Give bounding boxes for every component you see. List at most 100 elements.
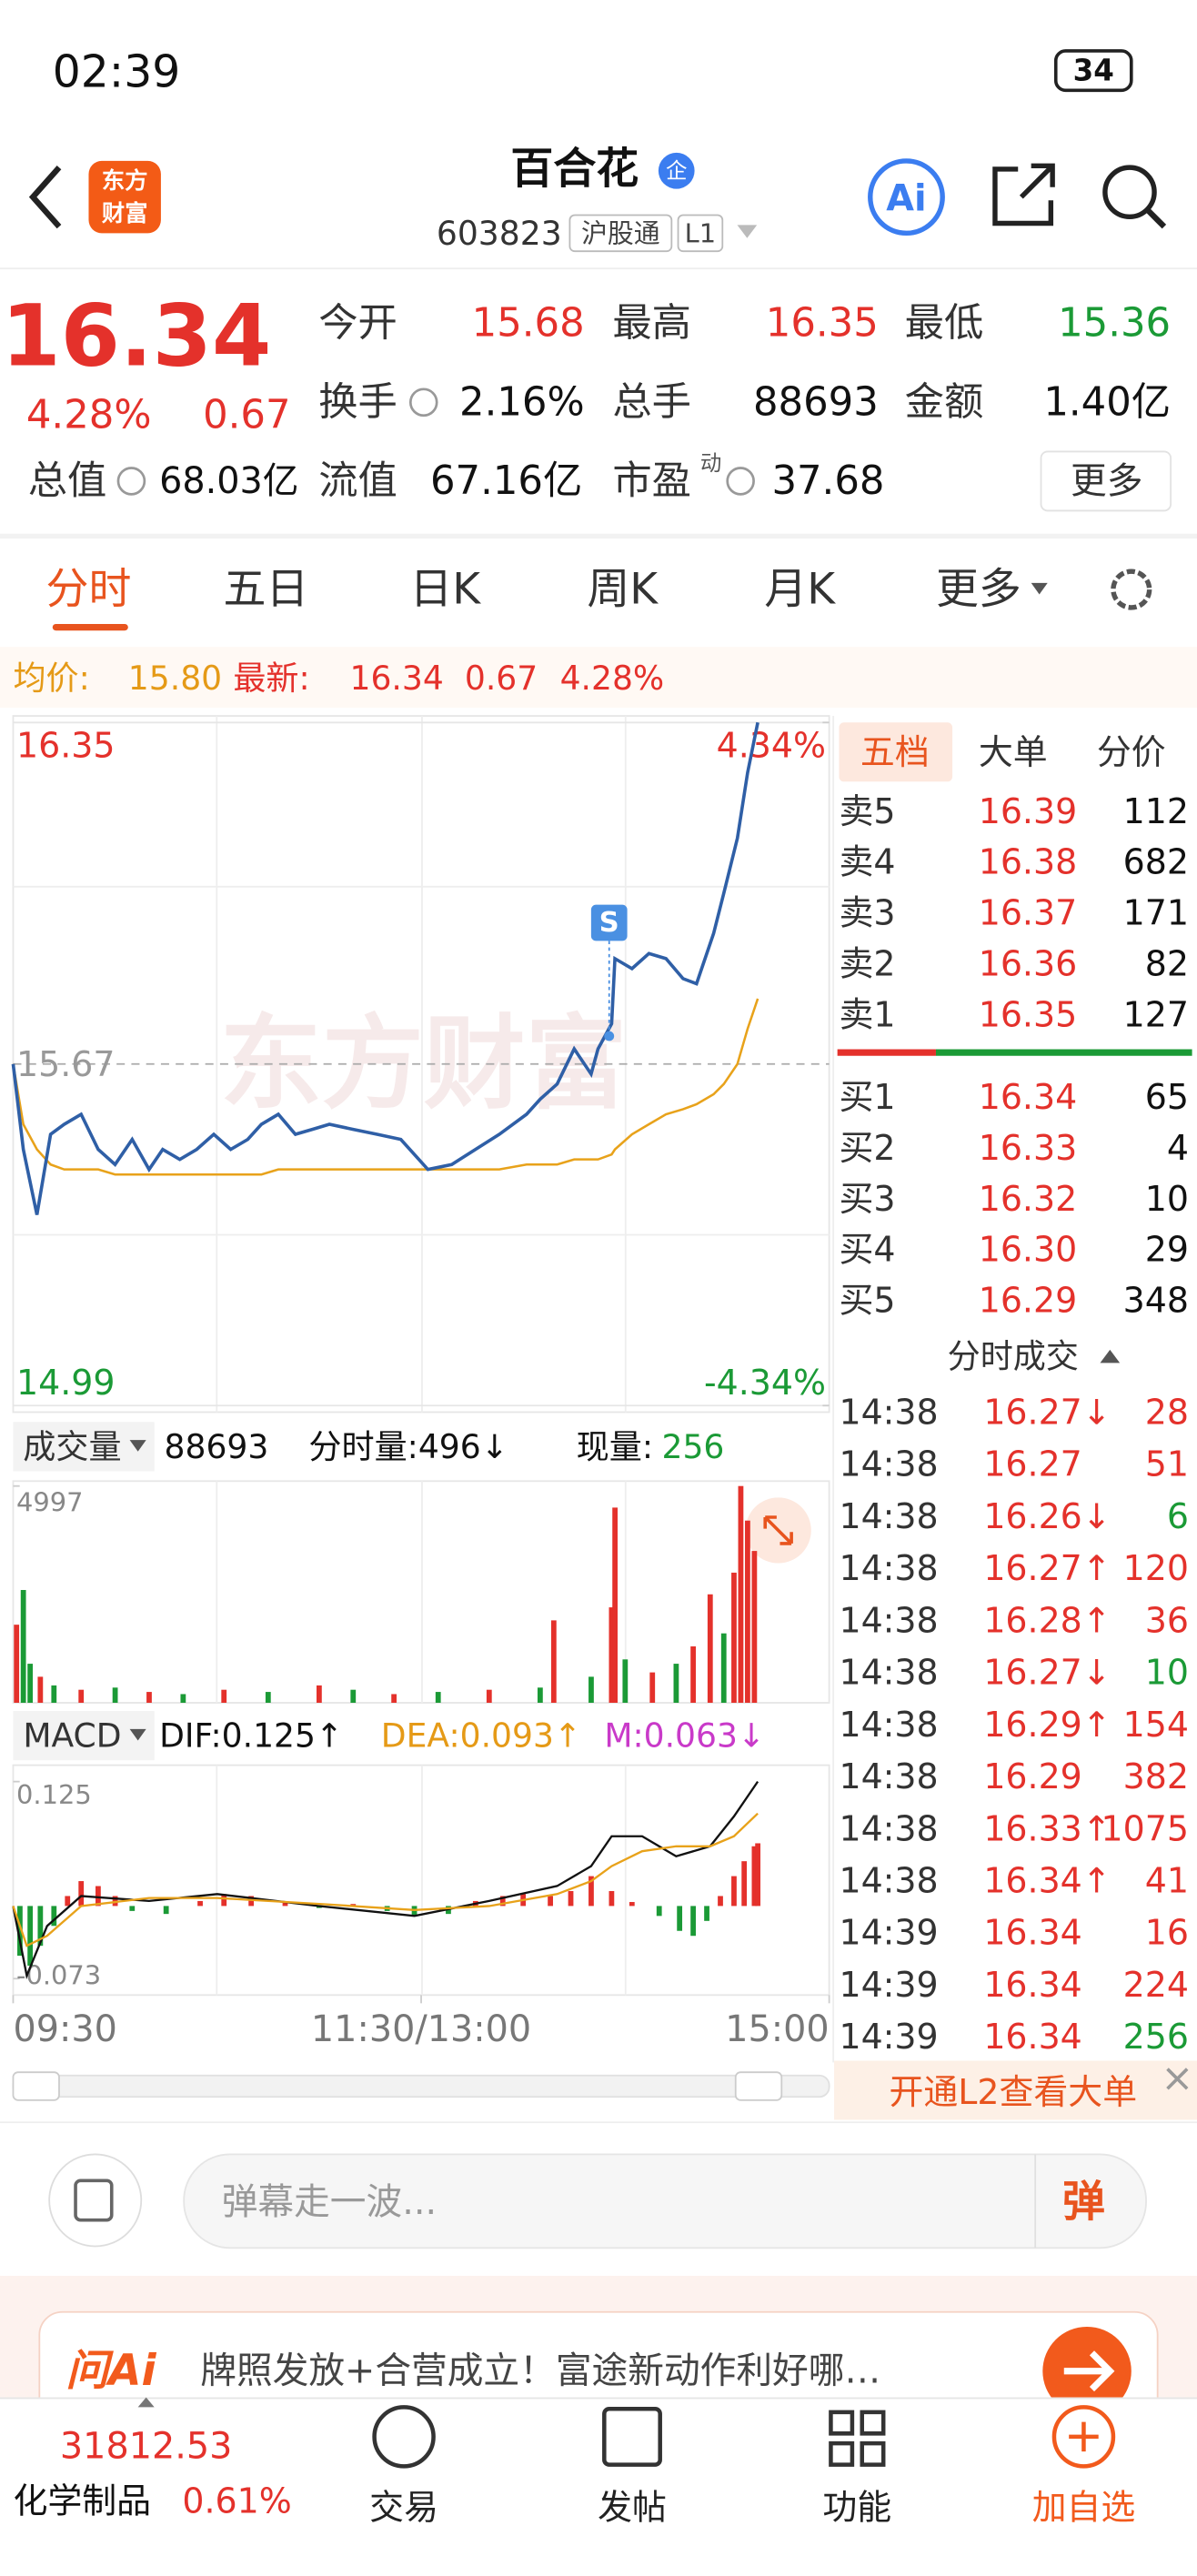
macd-line: [12, 1780, 759, 1980]
nav-item[interactable]: 发帖: [598, 2488, 667, 2528]
latest-change-percent: 4.28%: [560, 659, 665, 698]
more-button[interactable]: [1040, 450, 1172, 512]
tab[interactable]: 更多: [936, 565, 1021, 615]
book-label: 卖2: [839, 944, 895, 984]
function-icon[interactable]: [829, 2410, 886, 2467]
x-tick-label: 11:30/13:00: [311, 2008, 531, 2050]
book-label: 买1: [839, 1077, 895, 1117]
field-value: 2.16%: [459, 379, 585, 425]
macd-bar: [568, 1890, 574, 1907]
add-icon[interactable]: [1051, 2405, 1116, 2469]
y-tick-label: 4997: [16, 1487, 83, 1518]
volume-bar: [622, 1659, 629, 1703]
close-banner[interactable]: [1166, 2068, 1189, 2090]
trade-icon[interactable]: [372, 2405, 436, 2469]
logo[interactable]: [88, 160, 161, 234]
book-price: 16.39: [979, 791, 1077, 831]
macd-bar: [677, 1906, 683, 1931]
comment-icon[interactable]: [48, 2153, 143, 2248]
post-icon[interactable]: [602, 2406, 662, 2467]
danmaku-button[interactable]: 弹: [1062, 2177, 1105, 2227]
scrollbar[interactable]: [12, 2074, 830, 2098]
comment-glyph: [74, 2179, 114, 2222]
book-volume: 348: [1123, 1281, 1189, 1321]
field-label: 流值: [318, 458, 397, 504]
book-price: 16.32: [979, 1179, 1077, 1219]
field-label: 换手: [318, 379, 397, 425]
volume-bar: [745, 1520, 750, 1703]
tab[interactable]: 月K: [764, 565, 836, 615]
field-label: 总手: [612, 379, 691, 425]
macd-bar: [755, 1843, 761, 1907]
l2-banner-text[interactable]: 开通L2查看大单: [890, 2072, 1138, 2112]
nav-item[interactable]: 功能: [822, 2488, 891, 2528]
scroll-handle[interactable]: [12, 2071, 60, 2101]
trade-price: 16.27: [983, 1444, 1081, 1484]
tab[interactable]: 周K: [587, 565, 659, 615]
divider: [0, 2397, 1197, 2400]
nav-item[interactable]: 加自选: [1032, 2488, 1136, 2528]
trade-time: 14:38: [839, 1860, 938, 1900]
search-button[interactable]: [1102, 165, 1157, 219]
battery-level: 34: [1073, 54, 1114, 88]
macd-dea: DEA:0.093↑: [381, 1716, 581, 1756]
volume-bar: [78, 1689, 85, 1703]
more-button[interactable]: 更多: [1071, 460, 1142, 502]
trade-time: 14:38: [839, 1705, 938, 1745]
ai-button[interactable]: [868, 158, 945, 236]
volume-bar: [14, 1625, 20, 1703]
nav-item[interactable]: 交易: [369, 2488, 438, 2528]
stock-name: 百合花: [510, 144, 639, 194]
field-label: 金额: [905, 379, 984, 425]
book-tab[interactable]: 五档: [860, 732, 930, 772]
field-value: 37.68: [771, 458, 884, 504]
scroll-handle[interactable]: [734, 2071, 783, 2101]
book-volume: 82: [1145, 944, 1189, 984]
volume-bar: [609, 1607, 615, 1703]
tag: 沪股通: [581, 217, 660, 248]
trade-time: 14:38: [839, 1392, 938, 1432]
book-tab[interactable]: 分价: [1097, 732, 1166, 772]
tag-box: [677, 214, 724, 253]
divider: [0, 267, 1197, 270]
trade-time: 14:39: [839, 1913, 938, 1953]
tab[interactable]: 五日: [224, 565, 309, 615]
volume-selector: 成交量: [23, 1427, 121, 1466]
book-price: 16.30: [979, 1230, 1077, 1270]
dropdown-arrow[interactable]: [737, 225, 758, 238]
selector-box[interactable]: [13, 1711, 155, 1761]
share-button[interactable]: [992, 163, 1055, 226]
comment-input[interactable]: [183, 2153, 1147, 2249]
search-handle: [1145, 207, 1167, 229]
current-volume: 256: [662, 1427, 725, 1466]
book-price: 16.37: [979, 893, 1077, 933]
price-line: [12, 998, 759, 1176]
info-icon: [726, 467, 755, 496]
trade-price: 16.29↑: [983, 1705, 1111, 1745]
summary-bar: [0, 647, 1197, 709]
signal-dot: [604, 1031, 615, 1041]
trade-volume: 28: [1145, 1392, 1189, 1432]
trade-time: 14:39: [839, 2017, 938, 2057]
settings-button[interactable]: [1111, 569, 1152, 610]
selector-box[interactable]: [13, 1422, 155, 1472]
ad-text: 牌照发放+合营成立！富途新动作利好哪…: [200, 2350, 880, 2392]
index-value: 31812.53: [60, 2426, 232, 2468]
trade-volume: 382: [1123, 1756, 1189, 1796]
volume-bar: [391, 1694, 397, 1703]
tab[interactable]: 日K: [409, 565, 481, 615]
macd-grid: [216, 1765, 627, 1996]
field-label: 最高: [612, 301, 691, 347]
ai-label: Ai: [886, 177, 926, 219]
book-volume: 65: [1145, 1077, 1189, 1117]
sort-arrow[interactable]: [1100, 1349, 1121, 1363]
plus-glyph: [1069, 2421, 1099, 2452]
field-label: 市盈: [612, 458, 691, 504]
expand-icon: [763, 1515, 793, 1545]
back-button[interactable]: [28, 166, 62, 229]
book-tab[interactable]: 大单: [979, 732, 1048, 772]
l2-banner[interactable]: [834, 2060, 1197, 2120]
y-tick-label: 0.125: [16, 1779, 92, 1810]
tab[interactable]: 分时: [46, 565, 132, 615]
y2-tick-label: -4.34%: [704, 1363, 826, 1403]
